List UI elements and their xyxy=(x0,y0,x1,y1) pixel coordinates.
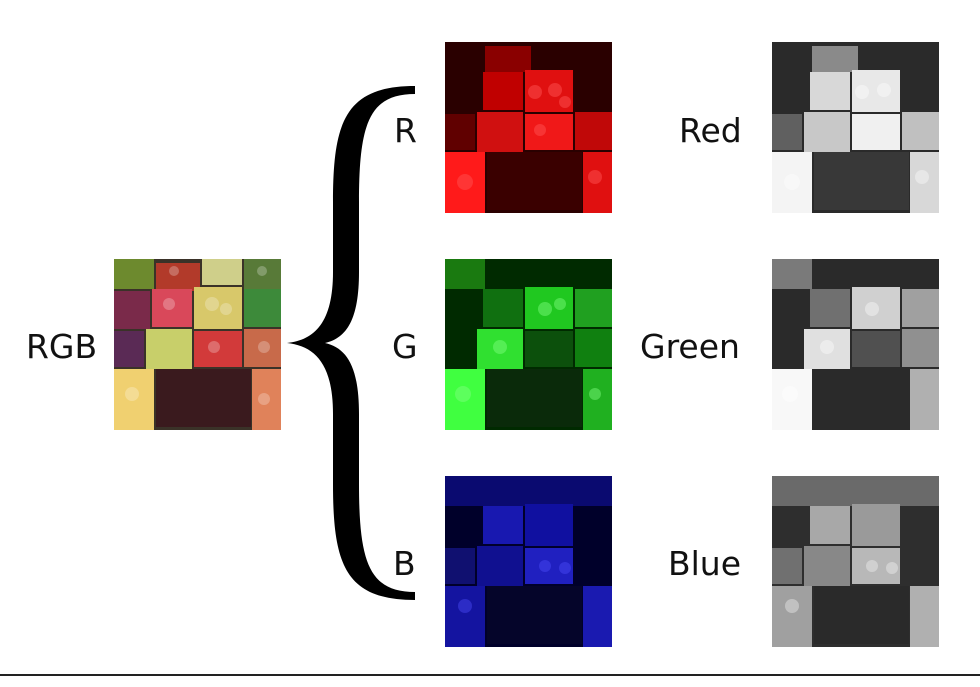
channel-letter-r: R xyxy=(394,111,417,150)
bottom-divider xyxy=(0,674,980,676)
channel-name-red: Red xyxy=(679,111,742,150)
channel-name-green: Green xyxy=(640,327,740,366)
channel-letter-g: G xyxy=(392,327,418,366)
green-channel-image xyxy=(445,259,612,430)
channel-letter-b: B xyxy=(393,544,416,583)
channel-name-blue: Blue xyxy=(668,544,742,583)
green-grayscale-image xyxy=(772,259,939,430)
red-grayscale-image xyxy=(772,42,939,213)
source-rgb-image xyxy=(114,259,281,430)
curly-brace-icon xyxy=(287,86,415,600)
red-channel-image xyxy=(445,42,612,213)
rgb-label: RGB xyxy=(26,327,98,366)
blue-channel-image xyxy=(445,476,612,647)
blue-grayscale-image xyxy=(772,476,939,647)
